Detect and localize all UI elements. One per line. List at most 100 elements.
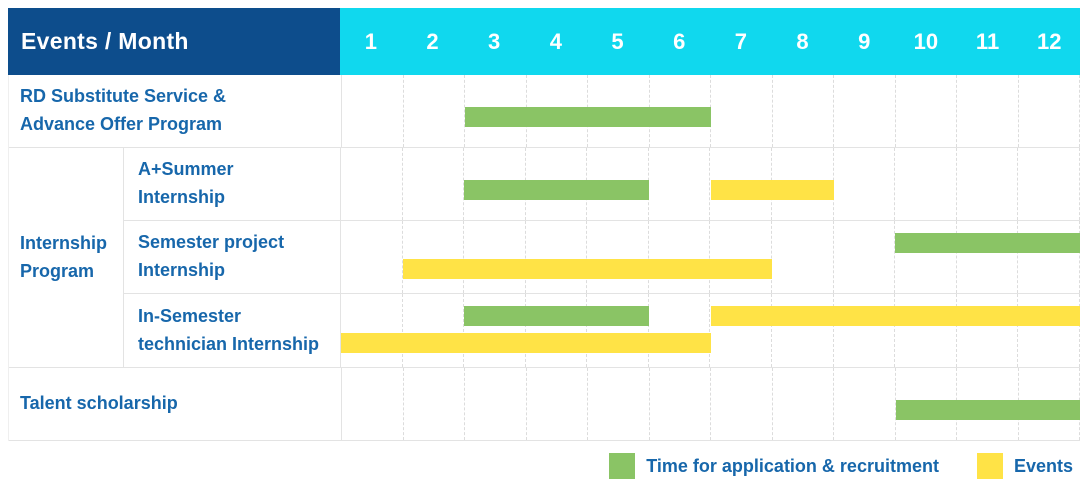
month-grid-cell <box>896 75 957 147</box>
month-grid-cell <box>773 75 834 147</box>
month-grid-cell <box>341 148 403 220</box>
row-label: Talent scholarship <box>20 393 178 414</box>
month-grid-cell <box>403 221 465 293</box>
month-grid-cell <box>403 294 465 367</box>
group-rows: A+Summer Internship Semester project Inte… <box>124 148 1080 367</box>
table-corner-header: Events / Month <box>8 8 340 75</box>
month-area <box>340 294 1080 367</box>
month-grid-cell <box>526 294 588 367</box>
month-grid-cell <box>588 368 650 440</box>
month-header-6: 6 <box>673 28 686 54</box>
bar-application <box>464 180 649 200</box>
bar-event <box>341 332 711 353</box>
legend-swatch-events <box>976 453 1003 479</box>
month-grid-cell <box>711 368 773 440</box>
month-header-1: 1 <box>364 28 377 54</box>
month-grid-cell <box>834 221 896 293</box>
bar-line <box>342 75 1080 147</box>
bar-line <box>341 330 1080 357</box>
month-header-10: 10 <box>913 28 939 54</box>
month-grid-cell <box>710 294 773 367</box>
bar-application <box>465 107 711 127</box>
month-grid-cell <box>649 148 711 220</box>
events-month-table: Events / Month 1 2 3 4 5 6 7 8 9 10 11 12 RD Substi… <box>8 8 1080 441</box>
row-label: Semester project Internship <box>138 232 285 280</box>
month-header-5: 5 <box>611 28 624 54</box>
month-grid-cell <box>341 294 403 367</box>
month-grid-cell <box>527 368 588 440</box>
legend-label-application: Time for application & recruitment <box>646 455 939 476</box>
month-grid-cell <box>772 294 834 367</box>
month-header-row: 1 2 3 4 5 6 7 8 9 10 11 12 <box>340 8 1080 75</box>
bar-event <box>710 306 1080 327</box>
month-grid-cell <box>342 368 404 440</box>
table-title: Events / Month <box>21 28 189 54</box>
month-grid <box>341 294 1080 367</box>
bar-application <box>895 233 1080 253</box>
bar-event <box>402 259 773 279</box>
table-row: In-Semester technician Internship <box>124 294 1080 367</box>
month-grid-cell <box>710 221 773 293</box>
table-row: Semester project Internship <box>124 221 1080 294</box>
row-label: In-Semester technician Internship <box>138 305 320 354</box>
bar-line <box>341 148 1080 220</box>
group-row: Internship Program A+Summer Internship Sem… <box>9 148 1080 368</box>
month-grid-cell <box>650 368 711 440</box>
month-area <box>341 75 1080 147</box>
row-label: RD Substitute Service & Advance Offer Pr… <box>20 86 227 134</box>
month-header-2: 2 <box>426 28 439 54</box>
bar-line <box>341 256 1080 282</box>
month-grid-cell <box>464 221 526 293</box>
table-row: A+Summer Internship <box>124 148 1080 221</box>
month-grid-cell <box>895 221 957 293</box>
month-grid-cell <box>772 221 834 293</box>
legend-label-events: Events <box>1013 455 1073 476</box>
bar-line <box>342 368 1080 440</box>
month-grid-cell <box>895 148 957 220</box>
month-grid-cell <box>649 221 711 293</box>
row-label: A+Summer Internship <box>138 159 234 207</box>
month-grid-cell <box>957 294 1019 367</box>
bar-application <box>464 306 649 327</box>
group-label: Internship Program <box>9 148 124 367</box>
table-header-row: Events / Month 1 2 3 4 5 6 7 8 9 10 11 12 <box>8 8 1080 75</box>
month-header-8: 8 <box>796 28 809 54</box>
month-grid-cell <box>587 294 649 367</box>
month-header-3: 3 <box>488 28 501 54</box>
month-header-7: 7 <box>734 28 747 54</box>
table-row: RD Substitute Service & Advance Offer Pr… <box>9 75 1080 148</box>
month-grid-cell <box>834 148 896 220</box>
month-grid-cell <box>1018 221 1080 293</box>
month-grid-cell <box>649 294 711 367</box>
month-header-11: 11 <box>975 28 1000 54</box>
bar-application <box>895 400 1080 420</box>
table-row: Talent scholarship <box>9 368 1080 441</box>
month-header-4: 4 <box>549 28 562 54</box>
month-grid-cell <box>773 368 834 440</box>
month-grid-cell <box>957 75 1019 147</box>
month-area <box>341 368 1080 440</box>
legend-swatch-application <box>609 453 636 479</box>
month-grid-cell <box>1018 148 1080 220</box>
month-grid-cell <box>403 148 465 220</box>
month-grid-cell <box>342 75 404 147</box>
table-body: RD Substitute Service & Advance Offer Pr… <box>8 75 1080 441</box>
month-grid-cell <box>957 148 1019 220</box>
month-grid-cell <box>404 75 465 147</box>
month-grid-cell <box>526 221 588 293</box>
month-grid-cell <box>834 75 896 147</box>
month-grid-cell <box>341 221 403 293</box>
month-grid-cell <box>1018 294 1080 367</box>
month-grid-cell <box>834 368 896 440</box>
legend: Time for application & recruitment Event… <box>609 452 1073 480</box>
month-header-9: 9 <box>858 28 871 54</box>
month-area <box>340 221 1080 293</box>
month-grid-cell <box>895 294 957 367</box>
month-grid-cell <box>834 294 896 367</box>
month-area <box>340 148 1080 220</box>
month-grid-cell <box>711 75 773 147</box>
bar-event <box>710 180 834 200</box>
month-grid-cell <box>404 368 465 440</box>
month-grid-cell <box>465 368 527 440</box>
